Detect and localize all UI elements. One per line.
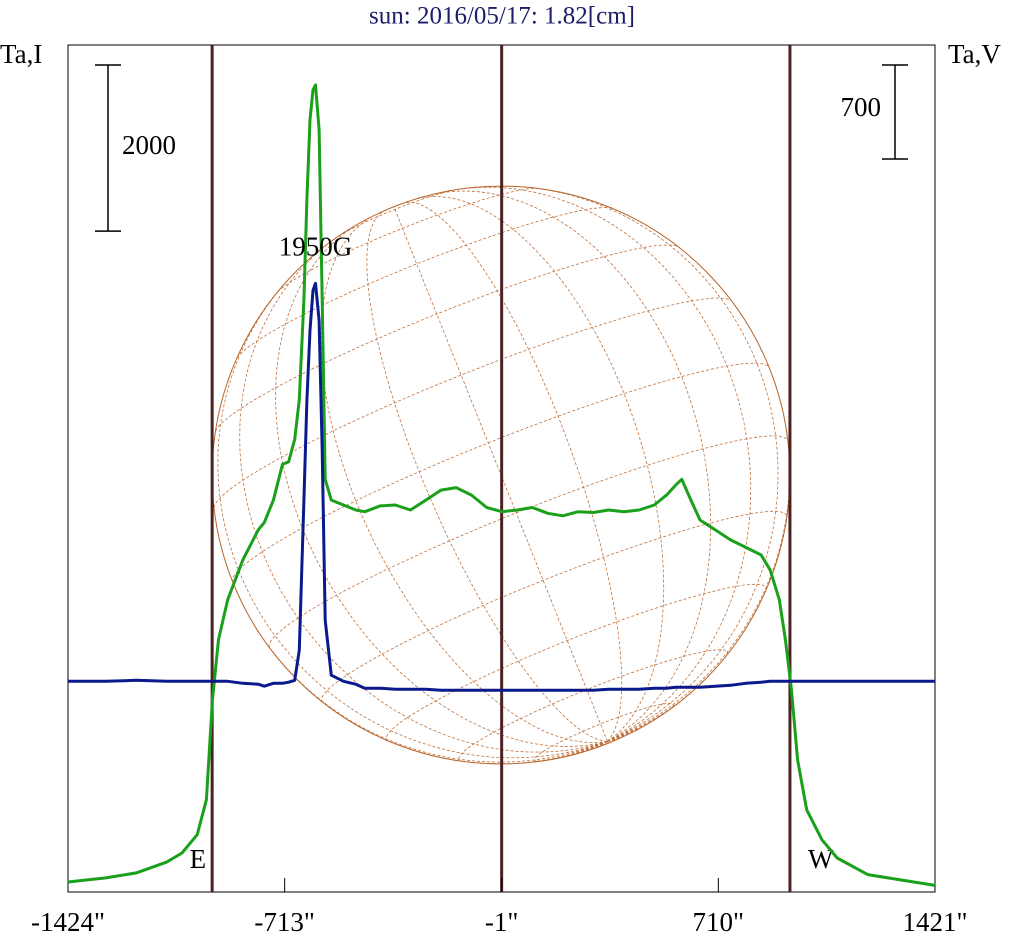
disk-grid-line xyxy=(607,719,655,742)
disk-grid-line xyxy=(404,201,623,742)
disk-grid-line xyxy=(215,244,678,432)
disk-grid-line xyxy=(458,649,728,762)
x-tick-label: 710" xyxy=(693,907,745,937)
disk-grid-line xyxy=(321,510,788,703)
disk-grid-line xyxy=(607,741,609,744)
x-tick-label: -1424" xyxy=(31,907,105,937)
scale-bar-label: 700 xyxy=(841,92,882,122)
disk-grid-line xyxy=(434,190,712,742)
disk-grid-line xyxy=(232,582,608,763)
disk-grid-line xyxy=(217,280,608,759)
limb-label: E xyxy=(190,844,207,874)
x-tick-label: -1" xyxy=(485,907,519,937)
disk-grid-line xyxy=(385,583,767,742)
chart-title: sun: 2016/05/17: 1.82[cm] xyxy=(369,3,635,30)
disk-grid-line xyxy=(320,215,608,744)
scale-bar-label: 2000 xyxy=(122,130,176,160)
disk-grid-line xyxy=(522,186,779,742)
series-line xyxy=(68,281,935,692)
x-tick-label: 1421" xyxy=(902,907,967,937)
y-axis-label: Ta,I xyxy=(0,39,42,69)
disk-grid-line xyxy=(393,206,608,742)
solar-disk xyxy=(211,185,791,765)
disk-grid-line xyxy=(268,435,789,648)
disk-grid-line xyxy=(607,367,791,742)
disk-grid-line xyxy=(558,741,608,759)
disk-grid-line xyxy=(275,225,608,748)
disk-grid-line xyxy=(533,702,674,762)
disk-grid-line xyxy=(607,739,616,742)
disk-grid-line xyxy=(415,196,665,742)
disk-grid-line xyxy=(607,679,706,742)
disk-grid-line xyxy=(213,297,732,508)
annotation: 1950G xyxy=(279,231,353,261)
y2-axis-label: Ta,V xyxy=(948,39,1001,69)
series-line xyxy=(67,83,936,887)
disk-grid-line xyxy=(236,207,612,359)
x-tick-label: -713" xyxy=(254,907,315,937)
disk-grid-line xyxy=(366,211,608,742)
disk-grid-line xyxy=(494,741,608,765)
disk-grid-line xyxy=(607,736,623,742)
